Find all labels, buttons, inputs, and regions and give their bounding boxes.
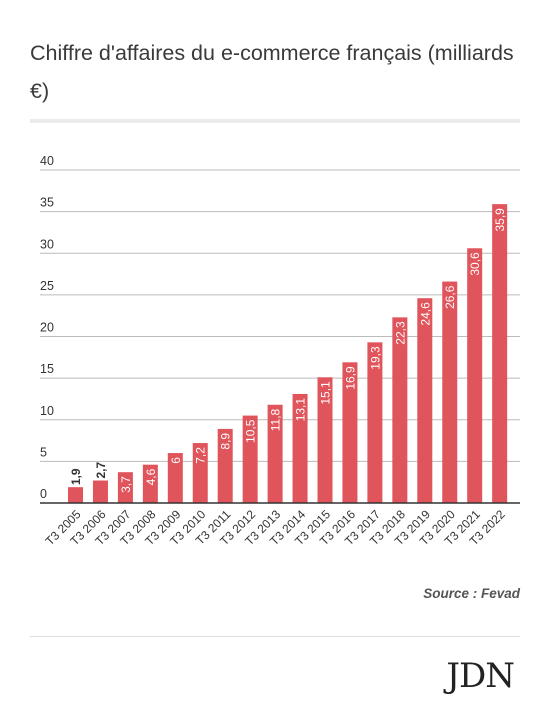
y-tick-label: 30 <box>40 237 54 251</box>
y-tick-label: 40 <box>40 154 54 168</box>
data-label: 22,3 <box>393 321 407 345</box>
bar <box>192 443 208 503</box>
y-tick-label: 25 <box>40 279 54 293</box>
data-label: 35,9 <box>493 208 507 232</box>
bar <box>142 464 158 503</box>
data-label: 2,7 <box>94 462 108 479</box>
chart-title: Chiffre d'affaires du e-commerce françai… <box>30 41 514 103</box>
data-label: 8,9 <box>219 433 233 450</box>
bar <box>167 453 183 503</box>
data-label: 7,2 <box>194 447 208 464</box>
bar <box>217 428 233 503</box>
source-note: Source : Fevad <box>423 586 520 601</box>
data-label: 10,5 <box>244 419 258 443</box>
bar <box>267 404 283 503</box>
data-label: 1,9 <box>69 468 83 485</box>
y-tick-label: 15 <box>40 362 54 376</box>
y-tick-label: 10 <box>40 404 54 418</box>
bar <box>392 317 408 503</box>
jdn-logo: JDN <box>446 656 515 696</box>
data-label: 26,6 <box>443 285 457 309</box>
bar <box>367 342 383 503</box>
data-label: 30,6 <box>468 252 482 276</box>
data-label: 4,6 <box>144 468 158 485</box>
data-label: 16,9 <box>343 366 357 390</box>
bar <box>117 472 133 503</box>
bar <box>68 487 83 503</box>
y-tick-label: 20 <box>40 321 54 335</box>
data-label: 11,8 <box>269 408 283 431</box>
bar <box>417 298 433 503</box>
y-tick-label: 35 <box>40 196 54 210</box>
bar <box>492 204 508 503</box>
bar <box>317 377 333 503</box>
bar <box>342 362 358 503</box>
data-label: 6 <box>169 457 183 464</box>
footer-divider <box>30 636 520 637</box>
data-label: 13,1 <box>294 398 308 422</box>
bar <box>292 393 308 503</box>
data-label: 3,7 <box>119 476 133 493</box>
bar <box>442 281 458 503</box>
bar <box>467 248 483 503</box>
bar <box>242 415 258 503</box>
y-tick-label: 5 <box>40 445 47 459</box>
bar <box>92 480 108 503</box>
data-label: 15,1 <box>319 381 333 405</box>
data-label: 24,6 <box>418 302 432 326</box>
y-tick-label: 0 <box>40 487 47 501</box>
data-label: 19,3 <box>368 346 382 370</box>
title-divider <box>30 119 520 123</box>
